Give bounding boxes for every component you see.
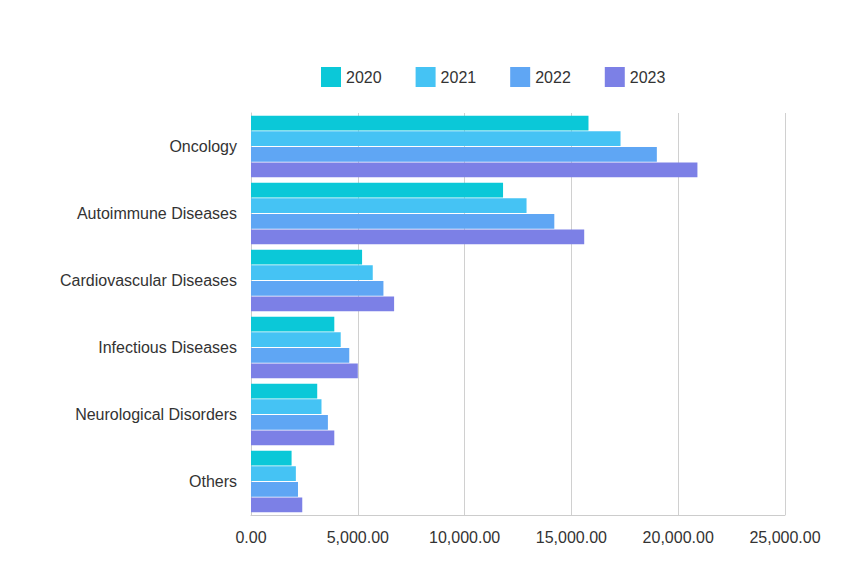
svg-text:15,000.00: 15,000.00 [536, 529, 607, 546]
svg-text:Autoimmune Diseases: Autoimmune Diseases [77, 205, 237, 222]
svg-text:Neurological Disorders: Neurological Disorders [75, 406, 237, 423]
svg-text:Others: Others [189, 473, 237, 490]
svg-text:Cardiovascular Diseases: Cardiovascular Diseases [60, 272, 237, 289]
svg-text:2022: 2022 [535, 69, 571, 86]
svg-text:5,000.00: 5,000.00 [327, 529, 389, 546]
svg-text:2021: 2021 [441, 69, 477, 86]
svg-text:2020: 2020 [346, 69, 382, 86]
svg-text:Infectious Diseases: Infectious Diseases [98, 339, 237, 356]
svg-text:0.00: 0.00 [235, 529, 266, 546]
svg-text:2023: 2023 [630, 69, 666, 86]
svg-text:10,000.00: 10,000.00 [429, 529, 500, 546]
svg-text:Oncology: Oncology [169, 138, 237, 155]
svg-text:25,000.00: 25,000.00 [749, 529, 820, 546]
svg-text:20,000.00: 20,000.00 [643, 529, 714, 546]
